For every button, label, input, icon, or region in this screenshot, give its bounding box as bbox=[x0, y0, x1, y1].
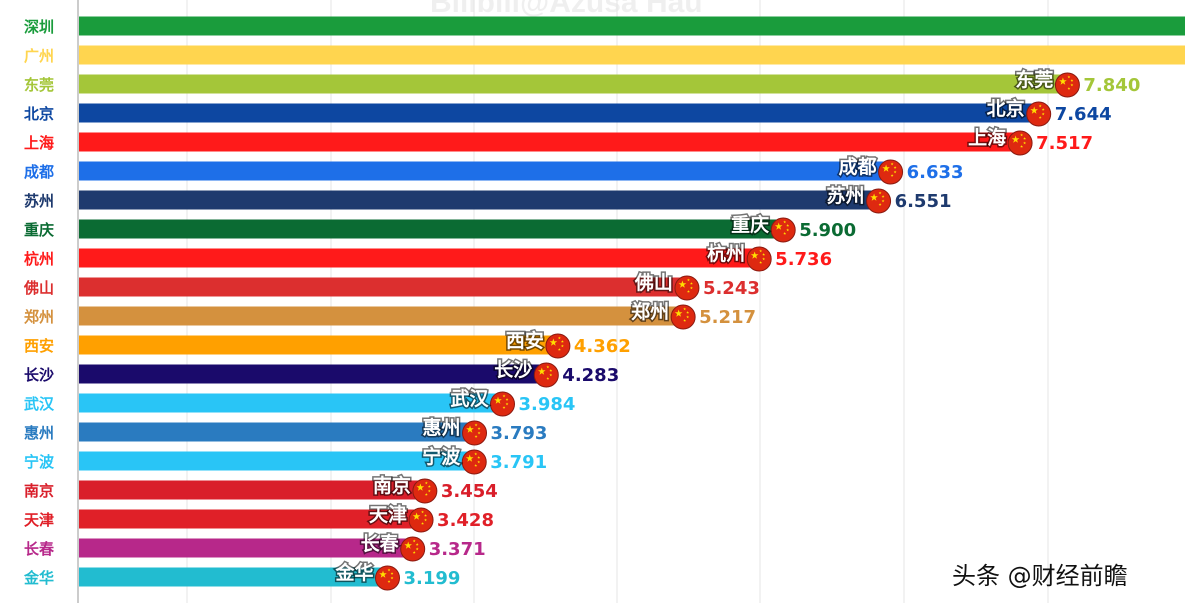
y-tick-label: 长春 bbox=[24, 540, 54, 558]
china-flag-icon bbox=[746, 246, 772, 272]
data-label: 3.371 bbox=[429, 539, 486, 560]
china-flag-icon bbox=[866, 188, 892, 214]
bar-city-label: 成都 bbox=[839, 155, 877, 178]
y-tick-label: 北京 bbox=[24, 105, 54, 123]
y-tick-label: 武汉 bbox=[24, 395, 55, 413]
data-label: 3.793 bbox=[491, 423, 548, 444]
watermark: Bilibili@Azusa Hau bbox=[430, 0, 703, 19]
bar bbox=[79, 74, 1066, 94]
bar bbox=[79, 335, 556, 355]
china-flag-icon bbox=[412, 478, 438, 504]
data-label: 7.840 bbox=[1083, 75, 1140, 96]
bar-city-label: 北京 bbox=[987, 97, 1025, 120]
y-tick-label: 金华 bbox=[23, 569, 54, 587]
data-label: 5.900 bbox=[799, 220, 856, 241]
y-tick-label: 西安 bbox=[24, 337, 54, 355]
data-label: 7.644 bbox=[1055, 104, 1112, 125]
bar-city-label: 重庆 bbox=[731, 213, 769, 236]
y-tick-label: 重庆 bbox=[24, 221, 54, 239]
y-tick-label: 南京 bbox=[24, 482, 54, 500]
data-label: 5.243 bbox=[703, 278, 760, 299]
data-label: 6.633 bbox=[907, 162, 964, 183]
y-tick-label: 苏州 bbox=[24, 192, 54, 210]
y-tick-label: 天津 bbox=[24, 511, 54, 529]
china-flag-icon bbox=[1026, 101, 1052, 127]
y-tick-label: 深圳 bbox=[24, 18, 54, 36]
bar bbox=[79, 422, 473, 442]
bar-city-label: 长沙 bbox=[494, 359, 532, 381]
bar-city-label: 长春 bbox=[361, 532, 399, 555]
china-flag-icon bbox=[674, 275, 700, 301]
bar bbox=[79, 103, 1037, 123]
y-tick-label: 成都 bbox=[24, 163, 54, 181]
china-flag-icon bbox=[1007, 130, 1033, 156]
data-label: 5.736 bbox=[775, 249, 832, 270]
data-label: 6.551 bbox=[895, 191, 952, 212]
y-tick-label: 上海 bbox=[24, 134, 54, 152]
data-label: 3.454 bbox=[441, 481, 498, 502]
bar-city-label: 佛山 bbox=[634, 271, 673, 294]
bar bbox=[79, 364, 545, 384]
bar-city-label: 西安 bbox=[506, 329, 544, 352]
china-flag-icon bbox=[770, 217, 796, 243]
bar-city-label: 杭州 bbox=[707, 242, 745, 265]
bar bbox=[79, 277, 685, 297]
bar-city-label: 惠州 bbox=[423, 417, 461, 439]
bar bbox=[79, 16, 1185, 36]
china-flag-icon bbox=[1054, 72, 1080, 98]
bar bbox=[79, 161, 889, 181]
china-flag-icon bbox=[490, 391, 516, 417]
y-tick-label: 郑州 bbox=[24, 308, 54, 326]
data-label: 4.362 bbox=[574, 336, 631, 357]
bar-city-label: 武汉 bbox=[450, 388, 489, 410]
y-tick-label: 宁波 bbox=[24, 453, 55, 471]
bar bbox=[79, 45, 1185, 65]
china-flag-icon bbox=[461, 449, 487, 475]
bar bbox=[79, 480, 423, 500]
bar bbox=[79, 393, 501, 413]
bar bbox=[79, 219, 782, 239]
data-label: 3.428 bbox=[437, 510, 494, 531]
china-flag-icon bbox=[375, 565, 401, 591]
bar-city-label: 金华 bbox=[334, 561, 373, 584]
y-tick-label: 杭州 bbox=[24, 250, 54, 268]
data-label: 3.199 bbox=[404, 568, 461, 589]
bar bbox=[79, 248, 758, 268]
bar bbox=[79, 567, 386, 587]
bar-city-label: 东莞 bbox=[1015, 68, 1053, 91]
bar-city-label: 郑州 bbox=[631, 301, 669, 323]
bar bbox=[79, 132, 1019, 152]
bar bbox=[79, 306, 682, 326]
bar-city-label: 南京 bbox=[373, 474, 411, 497]
bar-city-label: 上海 bbox=[968, 126, 1006, 149]
y-tick-label: 佛山 bbox=[23, 279, 54, 297]
china-flag-icon bbox=[533, 362, 559, 388]
y-tick-label: 广州 bbox=[24, 47, 54, 65]
china-flag-icon bbox=[878, 159, 904, 185]
data-label: 5.217 bbox=[699, 307, 756, 328]
bar-city-label: 苏州 bbox=[827, 184, 865, 207]
bar bbox=[79, 509, 420, 529]
data-label: 3.791 bbox=[490, 452, 547, 473]
bar bbox=[79, 451, 473, 471]
china-flag-icon bbox=[400, 536, 426, 562]
china-flag-icon bbox=[408, 507, 434, 533]
china-flag-icon bbox=[670, 304, 696, 330]
y-tick-label: 东莞 bbox=[24, 76, 54, 94]
y-tick-label: 长沙 bbox=[24, 366, 54, 384]
bar-city-label: 天津 bbox=[369, 503, 407, 526]
y-tick-label: 惠州 bbox=[24, 424, 54, 442]
credit-text: 头条 @财经前瞻 bbox=[952, 562, 1128, 590]
data-label: 4.283 bbox=[562, 365, 619, 386]
bar-city-label: 宁波 bbox=[422, 445, 461, 468]
china-flag-icon bbox=[462, 420, 488, 446]
bar bbox=[79, 538, 411, 558]
china-flag-icon bbox=[545, 333, 571, 359]
bar bbox=[79, 190, 877, 210]
data-label: 3.984 bbox=[519, 394, 576, 415]
data-label: 7.517 bbox=[1036, 133, 1093, 154]
